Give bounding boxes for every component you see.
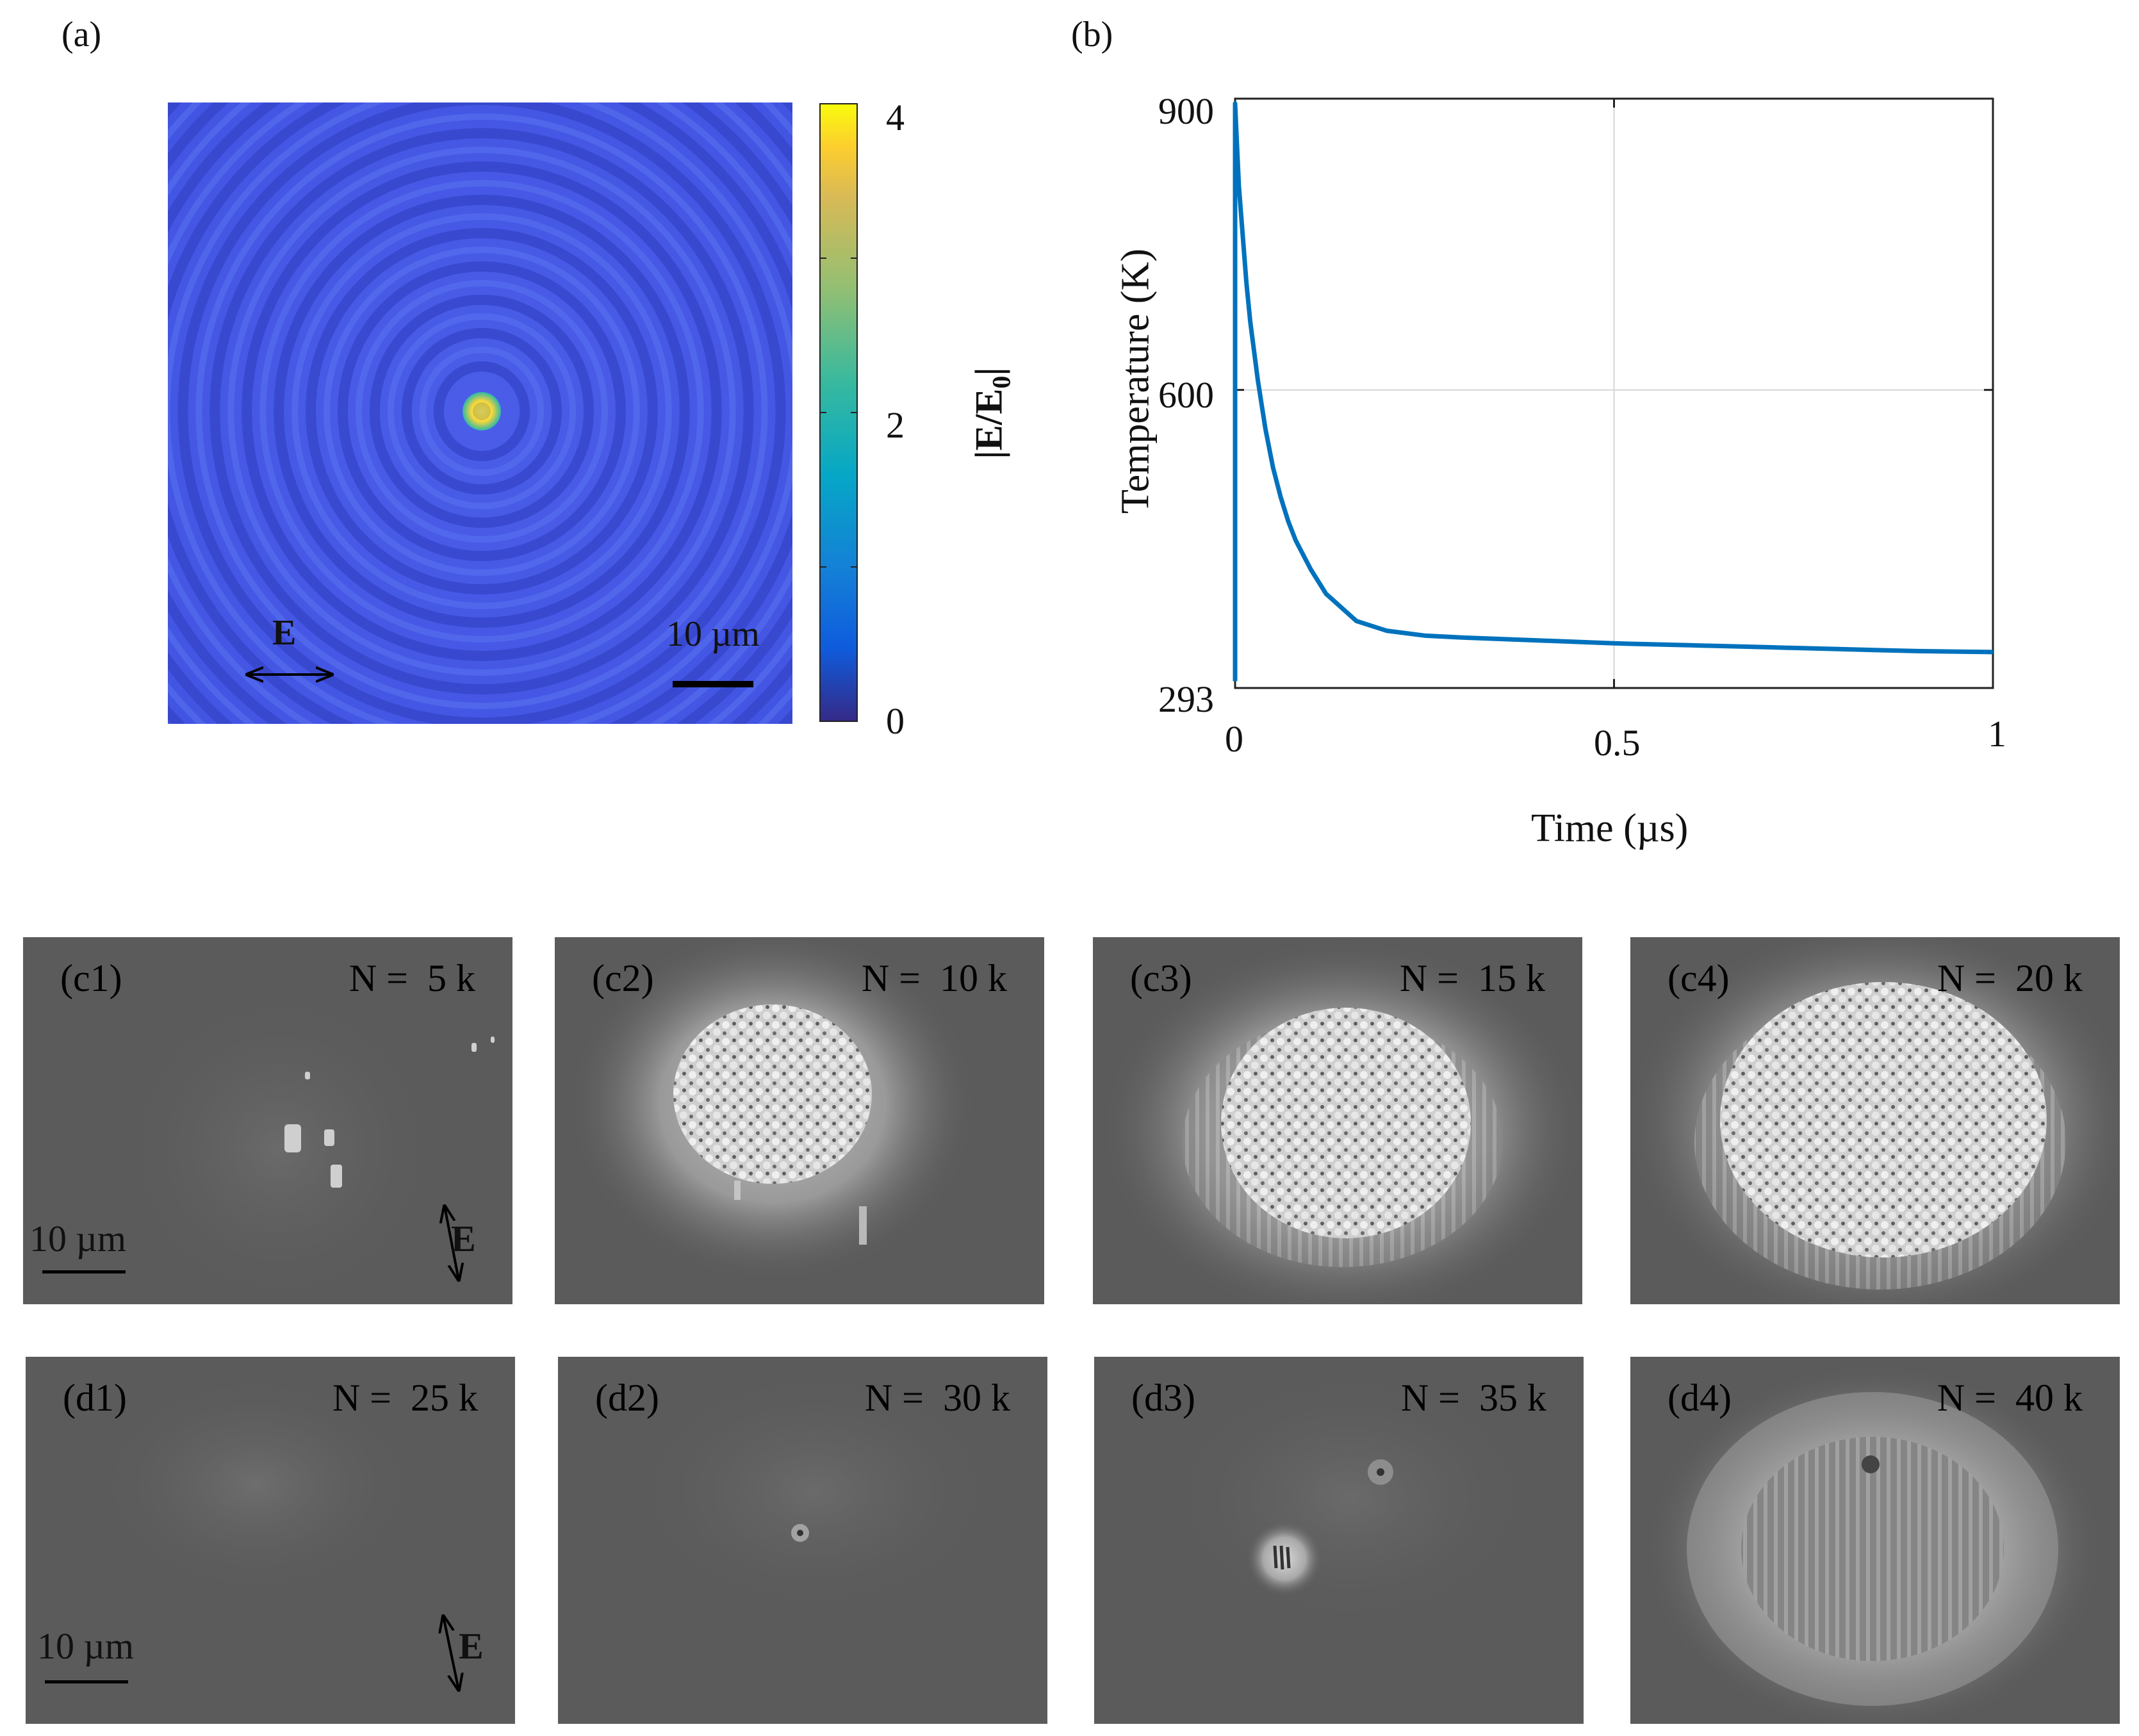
interference-ring-light xyxy=(259,180,704,643)
field-label-a: E xyxy=(272,613,297,653)
interference-ring-light xyxy=(387,313,577,509)
interference-ring-light xyxy=(356,280,608,543)
pulse-count: N = 15 k xyxy=(1399,957,1545,999)
scale-bar xyxy=(673,681,753,687)
y-tick-label: 293 xyxy=(1158,678,1214,720)
sem-panel-d1: (d1) N = 25 k 10 µm E xyxy=(26,1357,515,1724)
interference-ring xyxy=(177,102,786,724)
sem-panel-c3: (c3) N = 15 k xyxy=(1093,937,1582,1304)
x-tick-label: 0.5 xyxy=(1594,722,1641,764)
scale-bar-label-a: 10 µm xyxy=(666,614,760,654)
interference-ring-light xyxy=(419,347,545,476)
interference-ring xyxy=(306,228,658,594)
interference-ring-light xyxy=(291,213,672,609)
interference-ring xyxy=(338,261,626,561)
field-label: E xyxy=(451,1218,476,1259)
scale-bar-label: 10 µm xyxy=(37,1625,135,1667)
sem-panel-c4: (c4) N = 20 k xyxy=(1630,937,2120,1304)
panel-label: (c2) xyxy=(592,957,654,999)
field-label: E xyxy=(459,1625,484,1667)
sem-panel-d4: (d4) N = 40 k xyxy=(1630,1357,2120,1724)
pulse-count: N = 20 k xyxy=(1937,957,2083,999)
scale-bar-label: 10 µm xyxy=(29,1218,127,1259)
panel-label: (c4) xyxy=(1668,957,1730,999)
panel-b-label: (b) xyxy=(1071,15,1113,54)
sem-panel-d2: (d2) N = 30 k xyxy=(558,1357,1047,1724)
colorbar xyxy=(819,103,858,722)
y-axis-label: Temperature (K) xyxy=(1113,249,1158,514)
sem-panel-c1: (c1) N = 5 k 10 µm E xyxy=(23,937,512,1304)
y-tick-label: 900 xyxy=(1158,90,1214,132)
sem-panel-c2: (c2) N = 10 k xyxy=(555,937,1044,1304)
pulse-count: N = 5 k xyxy=(348,957,475,999)
panel-label: (d4) xyxy=(1668,1377,1732,1419)
pulse-count: N = 35 k xyxy=(1400,1377,1546,1419)
interference-ring xyxy=(369,295,594,528)
interference-ring xyxy=(433,361,530,461)
colorbar-tick-0: 0 xyxy=(886,700,905,742)
interference-ring xyxy=(401,328,562,495)
interference-ring-light xyxy=(227,147,736,676)
temperature-series-line xyxy=(1233,101,1994,682)
pulse-count: N = 30 k xyxy=(864,1377,1010,1419)
panel-label: (d2) xyxy=(595,1377,659,1419)
panel-label: (d3) xyxy=(1131,1377,1195,1419)
x-tick-label: 0 xyxy=(1225,718,1243,760)
x-axis-label: Time (µs) xyxy=(1531,807,1689,850)
field-map xyxy=(168,102,792,724)
interference-ring xyxy=(274,195,690,628)
colorbar-tick-2: 2 xyxy=(886,404,905,446)
pulse-count: N = 40 k xyxy=(1937,1377,2083,1419)
interference-ring-light xyxy=(195,113,768,709)
interference-ring xyxy=(242,161,722,661)
pulse-count: N = 25 k xyxy=(332,1377,478,1419)
panel-label: (d1) xyxy=(63,1377,127,1419)
colorbar-label: |E/E0| xyxy=(967,367,1016,459)
panel-label: (c3) xyxy=(1130,957,1192,999)
sem-panel-d3: (d3) N = 35 k xyxy=(1094,1357,1584,1724)
panel-a-label: (a) xyxy=(61,15,102,54)
interference-ring xyxy=(209,128,754,694)
x-tick-label: 1 xyxy=(1988,713,2006,755)
panel-label: (c1) xyxy=(60,957,122,999)
temperature-chart xyxy=(1233,97,1994,689)
pulse-count: N = 10 k xyxy=(861,957,1007,999)
colorbar-tick-4: 4 xyxy=(886,97,905,138)
y-tick-label: 600 xyxy=(1158,374,1214,416)
interference-ring-light xyxy=(324,247,640,576)
